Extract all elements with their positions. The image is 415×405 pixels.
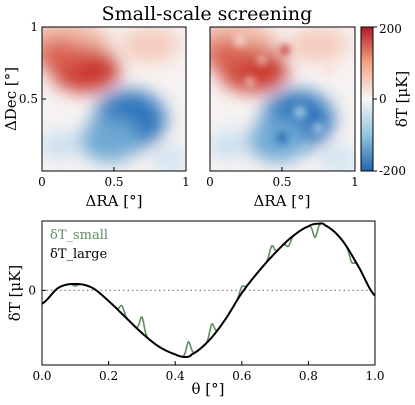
line-chart-frame: [41, 220, 376, 366]
map-ytick: 1: [30, 20, 38, 34]
map-ylabel: ΔDec [°]: [2, 67, 20, 131]
colorbar: 200 0 -200 δT [μK]: [360, 22, 411, 178]
legend-entry-small: δT_small: [50, 228, 108, 243]
figure-title: Small-scale screening: [102, 3, 313, 25]
map-left-xtick: 1: [182, 175, 190, 189]
line-chart-yticks: 0: [28, 283, 46, 297]
line-chart-xlabel: θ [°]: [191, 380, 224, 398]
series-line-large: [41, 222, 376, 359]
map-left-xtick: 0: [38, 175, 46, 189]
line-chart: 0.0 0.2 0.4 0.6 0.8 1.0 0 δT_small δT_large θ…: [6, 220, 385, 398]
x-tick-label: 0.6: [232, 369, 251, 383]
map-panel-right: [209, 26, 356, 172]
map-panel-left: [41, 26, 187, 172]
map-left-xlabel: ΔRA [°]: [86, 192, 143, 210]
colorbar-gradient: [360, 26, 374, 172]
line-chart-xticks: 0.0 0.2 0.4 0.6 0.8 1.0: [32, 361, 385, 383]
map-right-xtick: 1: [351, 175, 359, 189]
y-tick-label: 0: [28, 283, 36, 297]
x-tick-label: 1.0: [365, 369, 384, 383]
colorbar-tick: 0: [379, 92, 387, 106]
x-tick-label: 0.2: [99, 369, 118, 383]
map-right-xlabel: ΔRA [°]: [254, 192, 311, 210]
line-chart-ylabel: δT [μK]: [6, 265, 24, 321]
x-tick-label: 0.8: [299, 369, 318, 383]
map-axes: 0 0.5 1 0 0.5 1 0.5 1 ΔRA [°] ΔRA [°] ΔD…: [2, 20, 359, 210]
map-right-xtick: 0: [206, 175, 214, 189]
x-tick-label: 0.0: [32, 369, 51, 383]
map-ytick: 0.5: [19, 92, 38, 106]
x-tick-label: 0.4: [166, 369, 185, 383]
colorbar-tick: -200: [379, 164, 406, 178]
colorbar-label: δT [μK]: [393, 71, 411, 127]
colorbar-tick: 200: [379, 22, 402, 36]
map-left-xtick: 0.5: [104, 175, 123, 189]
legend-entry-large: δT_large: [50, 247, 107, 262]
map-right-xtick: 0.5: [272, 175, 291, 189]
